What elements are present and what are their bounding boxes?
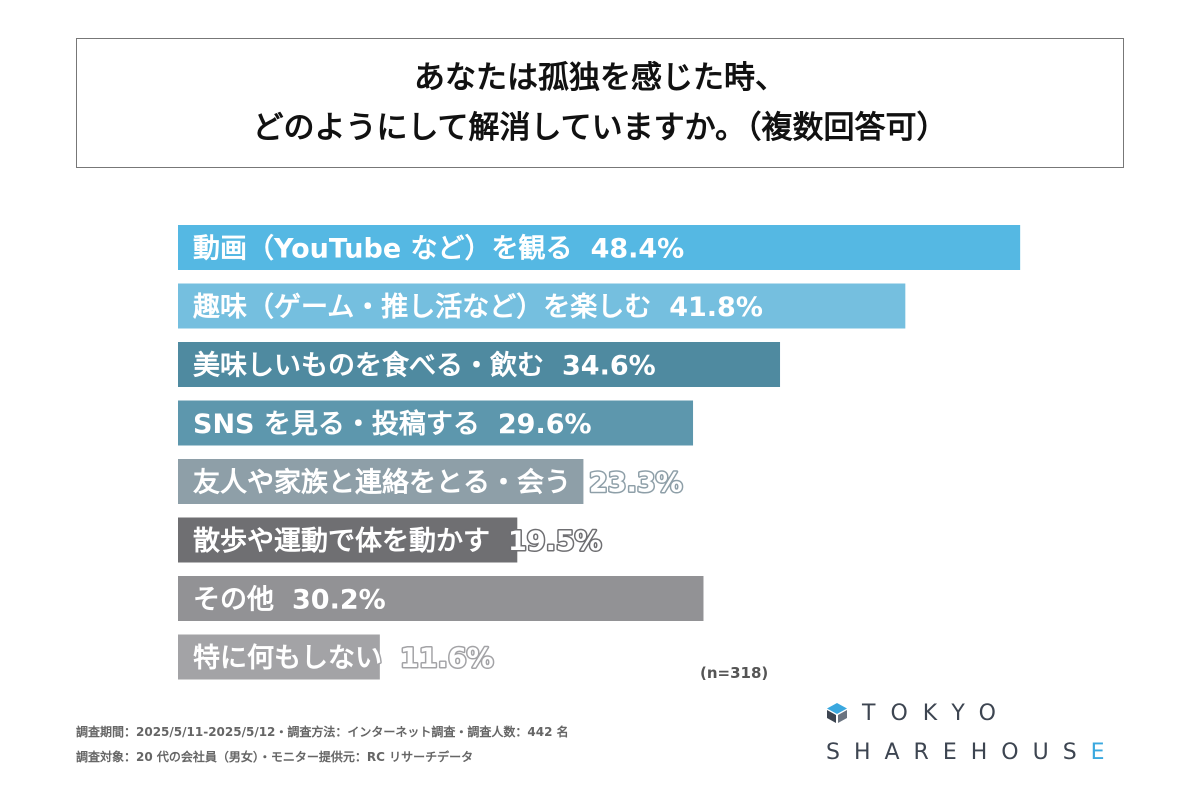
value-label-7: 11.6%: [400, 643, 494, 674]
value-label-6: 30.2%: [292, 585, 386, 616]
bar-3: [178, 400, 694, 446]
bar-2: [178, 342, 781, 387]
category-label-4: 友人や家族と連絡をとる・会う: [193, 467, 571, 499]
house-cube-icon: [827, 703, 847, 723]
bar-label-7: 特に何もしない 11.6%: [193, 643, 494, 674]
bar-label-0: 動画（YouTube など）を観る 48.4%: [193, 233, 684, 265]
category-label-2: 美味しいものを食べる・飲む: [193, 350, 544, 382]
bar-4: [178, 459, 584, 504]
value-label-3: 29.6%: [498, 409, 592, 440]
bar-label-3: SNS を見る・投稿する 29.6%: [193, 408, 592, 440]
logo-text-sharehouse: SHAREHOUSE: [826, 740, 1126, 765]
value-label-1: 41.8%: [669, 292, 763, 323]
value-label-2: 34.6%: [562, 351, 656, 382]
value-label-4: 23.3%: [589, 468, 683, 499]
category-label-1: 趣味（ゲーム・推し活など）を楽しむ: [192, 292, 651, 323]
bar-0: [178, 225, 1021, 270]
bar-1: [178, 283, 906, 329]
logo-text-sharehouse-accent: E: [1090, 740, 1119, 765]
category-label-5: 散歩や運動で体を動かす: [193, 526, 490, 557]
logo-text-sharehouse-main: SHAREHOUS: [826, 740, 1091, 765]
footnote-survey-target: 調査対象：20 代の会社員（男女）・モニター提供元：RC リサーチデータ: [76, 750, 474, 764]
category-label-0: 動画（YouTube など）を観る: [193, 233, 573, 265]
bar-label-5: 散歩や運動で体を動かす 19.5%: [193, 526, 602, 557]
title-box: あなたは孤独を感じた時、 どのようにして解消していますか。（複数回答可）: [76, 38, 1124, 168]
bar-7: [178, 634, 380, 680]
bar-label-4: 友人や家族と連絡をとる・会う 23.3%: [193, 467, 683, 499]
bar-label-2: 美味しいものを食べる・飲む 34.6%: [193, 350, 656, 382]
chart-title-line-1: あなたは孤独を感じた時、: [414, 60, 786, 96]
footnote-survey-period: 調査期間：2025/5/11-2025/5/12・調査方法：インターネット調査・…: [76, 725, 569, 739]
category-label-7: 特に何もしない: [193, 643, 382, 674]
category-label-6: その他: [193, 585, 274, 616]
chart-title-line-2: どのようにして解消していますか。（複数回答可）: [252, 110, 948, 146]
bar-6: [178, 576, 704, 621]
value-label-0: 48.4%: [591, 234, 685, 265]
bar-label-1: 趣味（ゲーム・推し活など）を楽しむ 41.8%: [192, 292, 763, 323]
tokyo-sharehouse-logo: TOKYO SHAREHOUSE: [826, 700, 1126, 766]
bar-5: [178, 517, 518, 563]
category-label-3: SNS を見る・投稿する: [193, 408, 480, 440]
sample-size-label: (n=318): [700, 664, 769, 682]
logo-text-tokyo: TOKYO: [862, 700, 1011, 726]
value-label-5: 19.5%: [508, 526, 602, 557]
bar-label-6: その他 30.2%: [193, 585, 386, 616]
